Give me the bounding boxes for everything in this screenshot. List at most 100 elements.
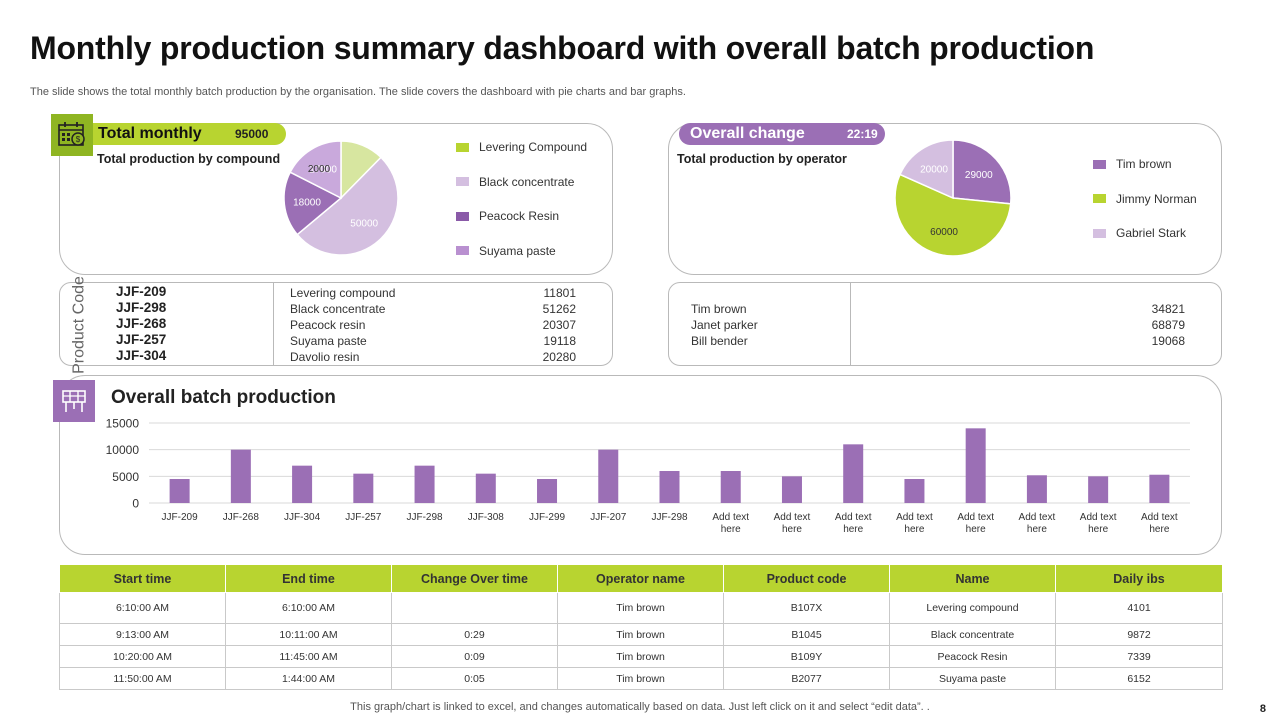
legend-swatch (456, 211, 469, 221)
x-tick-label: JJF-268 (223, 512, 260, 523)
legend-item: Jimmy Norman (1093, 189, 1197, 209)
legend-label: Peacock Resin (479, 209, 560, 223)
compound-name: Davolio resin (290, 350, 360, 364)
batch-bar-chart: 15000 10000 5000 0 JJF-209 JJF-268 JJF-304 JJF-… (106, 417, 1190, 535)
x-tick-label: Add text here (957, 512, 994, 535)
legend-item: Tim brown (1093, 154, 1197, 174)
legend-label: Tim brown (1116, 157, 1172, 171)
compound-name: Peacock resin (290, 318, 366, 332)
x-tick-label: JJF-207 (590, 512, 627, 523)
operator-name: Bill bender (691, 334, 748, 348)
table-cell: 6:10:00 AM (59, 592, 226, 624)
bar (781, 476, 802, 503)
table-cell: 11:45:00 AM (225, 645, 392, 668)
table-cell (391, 592, 558, 624)
table-cell: 9:13:00 AM (59, 623, 226, 646)
table-cell: Tim brown (557, 645, 724, 668)
table-cell: 6:10:00 AM (225, 592, 392, 624)
compound-value: 20280 (542, 350, 576, 364)
compound-value: 51262 (542, 302, 576, 316)
table-header-cell: Daily ibs (1055, 564, 1223, 593)
table-header-cell: Product code (723, 564, 890, 593)
pie-slice (899, 139, 954, 200)
table-cell: 0:09 (391, 645, 558, 668)
production-board-icon (53, 380, 95, 422)
table-cell: 1:44:00 AM (225, 667, 392, 690)
bar (230, 449, 251, 503)
legend-swatch (1093, 228, 1106, 238)
table-cell: Tim brown (557, 623, 724, 646)
bar (475, 473, 496, 503)
compound-name-list: Levering compound Black concentrate Peac… (290, 285, 395, 365)
table-header-row: Start time End time Change Over time Ope… (59, 564, 1223, 593)
compound-name: Black concentrate (290, 302, 386, 316)
pie-data-label: 60000 (930, 227, 958, 238)
bar (1149, 474, 1170, 503)
legend-item: Gabriel Stark (1093, 223, 1197, 243)
svg-text:$: $ (76, 135, 81, 144)
operator-value-list: 34821 68879 19068 (1135, 301, 1185, 349)
x-tick-label: Add text here (712, 512, 749, 535)
product-code: JJF-209 (116, 284, 167, 299)
overall-change-value: 22:19 (847, 127, 878, 141)
product-code: JJF-268 (116, 316, 167, 331)
legend-item: Black concentrate (456, 172, 587, 192)
compound-pie-legend: Levering Compound Black concentrate Peac… (456, 137, 587, 275)
batch-production-title: Overall batch production (111, 387, 336, 408)
x-tick-label: JJF-308 (468, 512, 505, 523)
total-monthly-pill: Total monthly 95000 (60, 123, 286, 145)
pie1-extra-label: 2000 (308, 164, 331, 175)
compound-name: Suyama paste (290, 334, 367, 348)
product-code-box (59, 282, 613, 366)
compound-value: 11801 (543, 286, 576, 300)
operator-box (668, 282, 1222, 366)
x-tick-label: JJF-299 (529, 512, 566, 523)
table-cell: B2077 (723, 667, 890, 690)
x-tick-label: Add text here (896, 512, 933, 535)
x-tick-label: Add text here (774, 512, 811, 535)
x-tick-label: Add text here (835, 512, 872, 535)
table-cell: Tim brown (557, 667, 724, 690)
operator-pie-chart: 29000 60000 20000 (894, 139, 1012, 257)
y-tick-label: 15000 (106, 417, 140, 431)
x-tick-label: Add text here (1141, 512, 1178, 535)
table-cell: Levering compound (889, 592, 1056, 624)
compound-value-list: 11801 51262 20307 19118 20280 (530, 285, 576, 365)
table-cell: 9872 (1055, 623, 1223, 646)
bar (292, 465, 313, 503)
legend-swatch (1093, 159, 1106, 169)
table-cell: 7339 (1055, 645, 1223, 668)
x-tick-label: JJF-257 (345, 512, 382, 523)
legend-swatch (456, 246, 469, 255)
table-header-cell: Operator name (557, 564, 724, 593)
table-row: 11:50:00 AM 1:44:00 AM 0:05 Tim brown B2077 S… (59, 667, 1223, 690)
footer-note: This graph/chart is linked to excel, and… (350, 701, 930, 713)
bar (353, 473, 374, 503)
x-tick-label: Add text here (1019, 512, 1056, 535)
legend-label: Black concentrate (479, 174, 575, 189)
table-cell: 10:11:00 AM (225, 623, 392, 646)
operator-pie-legend: Tim brown Jimmy Norman Gabriel Stark (1093, 154, 1197, 258)
operator-name-list: Tim brown Janet parker Bill bender (691, 301, 758, 349)
pie-data-label: 29000 (965, 170, 993, 181)
product-code: JJF-257 (116, 332, 167, 347)
product-code-list: JJF-209 JJF-298 JJF-268 JJF-257 JJF-304 (116, 284, 166, 364)
table-cell: 0:05 (391, 667, 558, 690)
page-title: Monthly production summary dashboard wit… (30, 30, 1095, 66)
bar (904, 479, 925, 503)
x-tick-label: JJF-298 (651, 512, 688, 523)
pie-data-label: 20000 (920, 164, 948, 175)
bar (720, 471, 741, 503)
table-cell: Suyama paste (889, 667, 1056, 690)
operator-value: 68879 (1151, 318, 1185, 332)
pie-slice (952, 139, 1012, 205)
table-cell: Black concentrate (889, 623, 1056, 646)
table-cell: B109Y (723, 645, 890, 668)
x-tick-label: Add text here (1080, 512, 1117, 535)
calendar-money-icon: $ (51, 114, 93, 156)
y-tick-label: 5000 (112, 470, 139, 484)
legend-item: Suyama paste (456, 241, 587, 261)
total-monthly-value: 95000 (235, 127, 269, 141)
compound-pie-chart: 50000 18000 17000 2000 (283, 140, 399, 256)
legend-label: Suyama paste (479, 243, 556, 258)
